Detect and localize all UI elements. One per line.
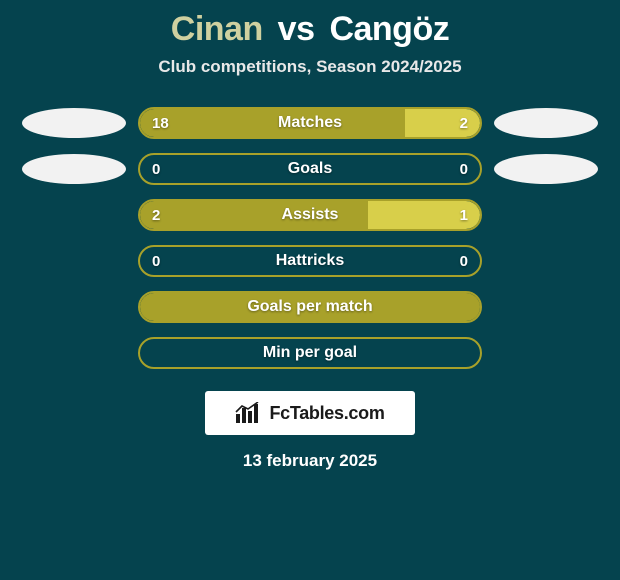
stat-row: 21Assists [22, 199, 598, 231]
stat-label: Hattricks [140, 247, 480, 275]
stat-label: Goals per match [140, 293, 480, 321]
vs-text: vs [278, 10, 315, 48]
stat-label: Min per goal [140, 339, 480, 367]
stat-bar: 00Goals [138, 153, 482, 185]
player2-name: Cangöz [329, 10, 449, 48]
stat-row: Min per goal [22, 337, 598, 369]
stat-bar: 00Hattricks [138, 245, 482, 277]
avatar-spacer [22, 246, 126, 276]
stat-bar: 21Assists [138, 199, 482, 231]
brand-icon [235, 402, 261, 424]
player1-name: Cinan [171, 10, 263, 48]
stat-row: 00Goals [22, 153, 598, 185]
stat-row: 182Matches [22, 107, 598, 139]
stat-bar: Min per goal [138, 337, 482, 369]
brand-text: FcTables.com [269, 403, 384, 424]
player2-avatar [494, 154, 598, 184]
card-date: 13 february 2025 [243, 451, 377, 471]
avatar-spacer [22, 292, 126, 322]
stat-label: Assists [140, 201, 480, 229]
stat-row: Goals per match [22, 291, 598, 323]
brand-badge[interactable]: FcTables.com [205, 391, 415, 435]
avatar-spacer [494, 246, 598, 276]
card-title: Cinan vs Cangöz [171, 10, 449, 49]
player1-avatar [22, 154, 126, 184]
avatar-spacer [22, 338, 126, 368]
stat-bar: 182Matches [138, 107, 482, 139]
stat-label: Matches [140, 109, 480, 137]
avatar-spacer [22, 200, 126, 230]
player2-avatar [494, 108, 598, 138]
stat-bar: Goals per match [138, 291, 482, 323]
avatar-spacer [494, 338, 598, 368]
card-subtitle: Club competitions, Season 2024/2025 [158, 57, 461, 77]
stats-list: 182Matches 00Goals 21Assists 00Hattricks Goa… [22, 107, 598, 383]
avatar-spacer [494, 292, 598, 322]
stat-label: Goals [140, 155, 480, 183]
comparison-card: Cinan vs Cangöz Club competitions, Seaso… [0, 0, 620, 471]
avatar-spacer [494, 200, 598, 230]
stat-row: 00Hattricks [22, 245, 598, 277]
player1-avatar [22, 108, 126, 138]
